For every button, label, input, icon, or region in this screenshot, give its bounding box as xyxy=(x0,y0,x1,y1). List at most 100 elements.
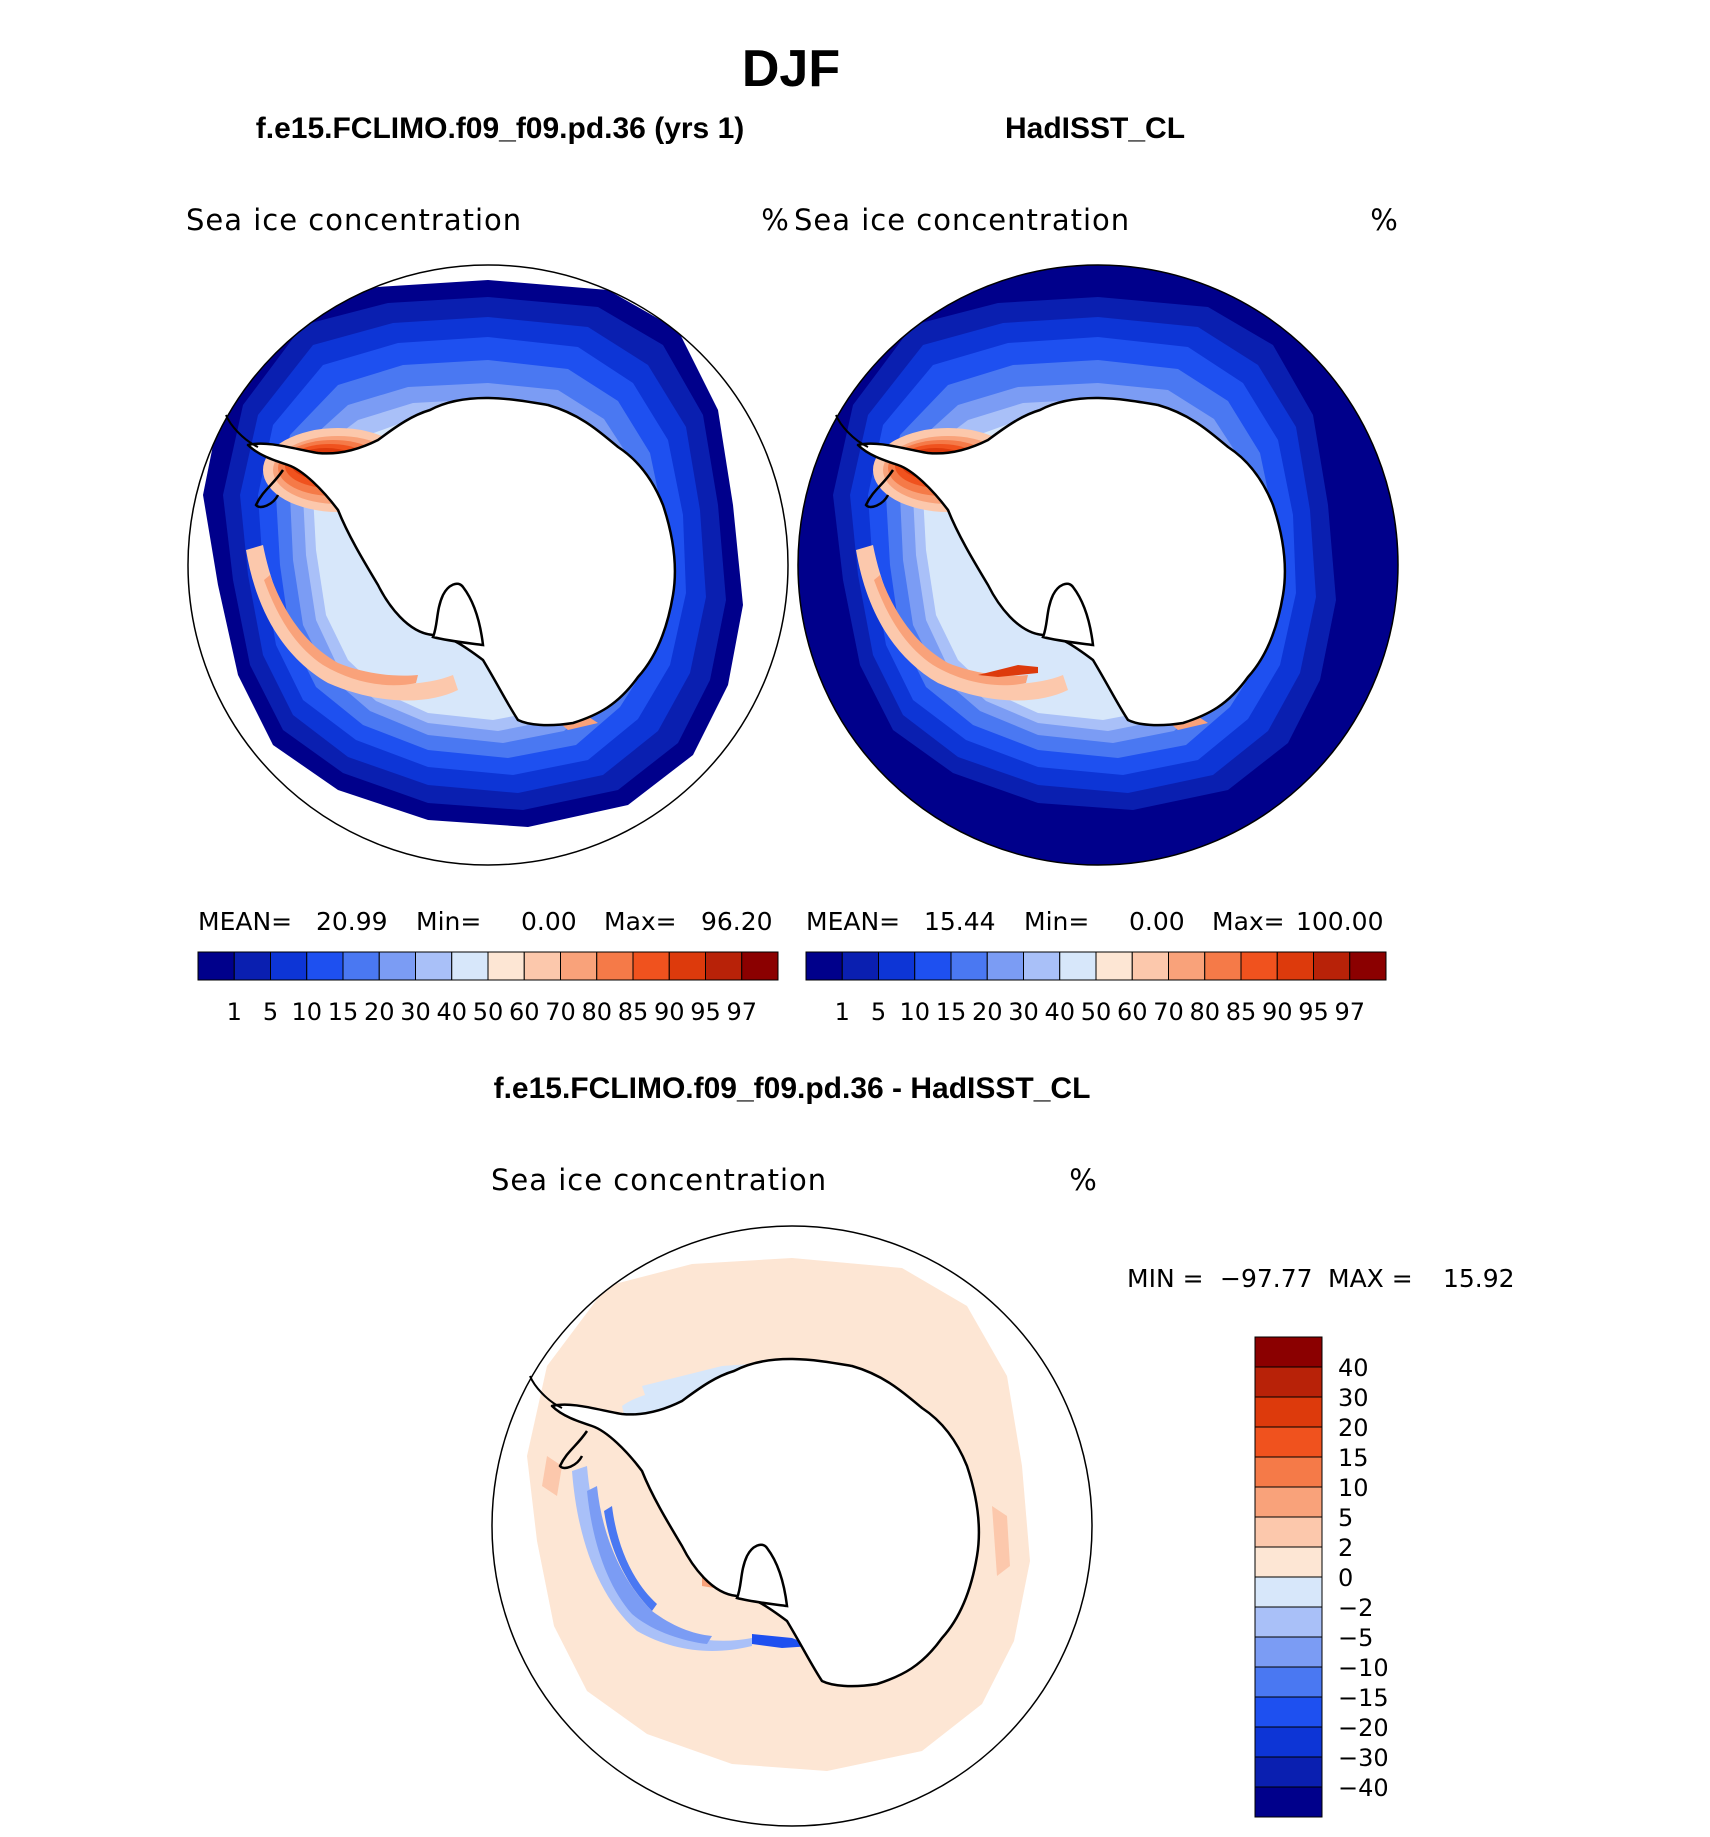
obs-colorbar-box xyxy=(1168,951,1206,981)
season-title: DJF xyxy=(742,40,840,98)
model-units-label: % xyxy=(761,203,789,237)
model-mean-value: 20.99 xyxy=(316,907,388,936)
obs-units-label: % xyxy=(1370,203,1398,237)
model-colorbar-tick-label: 95 xyxy=(690,998,721,1026)
diff-colorbar-box xyxy=(1254,1396,1323,1428)
model-colorbar-box xyxy=(270,951,308,981)
obs-colorbar-tick-label: 10 xyxy=(899,998,930,1026)
model-colorbar-box xyxy=(596,951,634,981)
diff-colorbar-tick-label: −20 xyxy=(1338,1714,1389,1742)
model-min-label: Min= xyxy=(416,907,481,936)
model-min-value: 0.00 xyxy=(521,907,577,936)
diff-colorbar-tick-label: 20 xyxy=(1338,1414,1369,1442)
model-colorbar-box xyxy=(487,951,525,981)
obs-colorbar-tick-label: 1 xyxy=(835,998,850,1026)
diff-colorbar-box xyxy=(1254,1666,1323,1698)
diff-colorbar-tick-label: −15 xyxy=(1338,1684,1389,1712)
obs-colorbar-tick-label: 90 xyxy=(1262,998,1293,1026)
obs-colorbar-tick-label: 50 xyxy=(1081,998,1112,1026)
obs-colorbar-box xyxy=(950,951,988,981)
obs-colorbar: 1 5 10 15 20 30 40 50 60 70 80 85 90 95 97 xyxy=(805,951,1387,1026)
diff-colorbar-tick-label: −10 xyxy=(1338,1654,1389,1682)
diff-colorbar-box xyxy=(1254,1726,1323,1758)
obs-colorbar-box xyxy=(1023,951,1061,981)
obs-colorbar-tick-label: 97 xyxy=(1334,998,1365,1026)
obs-colorbar-tick-label: 70 xyxy=(1153,998,1184,1026)
model-max-value: 96.20 xyxy=(701,907,773,936)
model-colorbar-box xyxy=(233,951,271,981)
diff-colorbar-box xyxy=(1254,1636,1323,1668)
diff-colorbar-tick-label: 0 xyxy=(1338,1564,1353,1592)
diff-colorbar-tick-label: 5 xyxy=(1338,1504,1353,1532)
model-colorbar-box xyxy=(306,951,344,981)
obs-colorbar-box xyxy=(1349,951,1387,981)
model-stats: MEAN= 20.99 Min= 0.00 Max= 96.20 xyxy=(198,907,773,936)
model-colorbar-tick-label: 90 xyxy=(654,998,685,1026)
diff-units-label: % xyxy=(1069,1163,1097,1197)
obs-colorbar-tick-label: 20 xyxy=(972,998,1003,1026)
model-colorbar-tick-label: 80 xyxy=(581,998,612,1026)
model-colorbar-tick-label: 1 xyxy=(227,998,242,1026)
diff-panel-title: f.e15.FCLIMO.f09_f09.pd.36 - HadISST_CL xyxy=(494,1072,1091,1105)
diff-map-border xyxy=(491,1225,1093,1827)
obs-max-value: 100.00 xyxy=(1296,907,1383,936)
model-colorbar-box xyxy=(197,951,235,981)
diff-colorbar-box xyxy=(1254,1336,1323,1368)
obs-colorbar-tick-label: 40 xyxy=(1044,998,1075,1026)
diff-colorbar-box xyxy=(1254,1606,1323,1638)
model-colorbar-tick-label: 70 xyxy=(545,998,576,1026)
diff-colorbar-box xyxy=(1254,1756,1323,1788)
model-colorbar-box xyxy=(668,951,706,981)
obs-stats: MEAN= 15.44 Min= 0.00 Max= 100.00 xyxy=(806,907,1383,936)
diff-colorbar-tick-label: 30 xyxy=(1338,1384,1369,1412)
model-colorbar-tick-label: 40 xyxy=(436,998,467,1026)
diff-polar-map xyxy=(491,1225,1093,1827)
diff-colorbar-tick-label: −40 xyxy=(1338,1774,1389,1802)
diff-colorbar-box xyxy=(1254,1486,1323,1518)
model-colorbar-box xyxy=(415,951,453,981)
diff-colorbar-tick-label: −2 xyxy=(1338,1594,1373,1622)
diff-colorbar-box xyxy=(1254,1786,1323,1818)
model-colorbar-box xyxy=(560,951,598,981)
model-colorbar-tick-label: 5 xyxy=(263,998,278,1026)
model-colorbar-box xyxy=(632,951,670,981)
model-colorbar-box xyxy=(378,951,416,981)
diff-colorbar-box xyxy=(1254,1576,1323,1608)
model-colorbar: 1 5 10 15 20 30 40 50 60 70 80 85 90 95 97 xyxy=(197,951,779,1026)
diff-min-label: MIN = xyxy=(1127,1264,1204,1293)
obs-colorbar-box xyxy=(1204,951,1242,981)
model-colorbar-tick-label: 10 xyxy=(291,998,322,1026)
diff-colorbar-box xyxy=(1254,1426,1323,1458)
obs-colorbar-box xyxy=(1276,951,1314,981)
obs-colorbar-box xyxy=(1095,951,1133,981)
diff-colorbar-tick-label: 40 xyxy=(1338,1354,1369,1382)
obs-colorbar-tick-label: 5 xyxy=(871,998,886,1026)
model-max-label: Max= xyxy=(604,907,677,936)
model-colorbar-box xyxy=(342,951,380,981)
obs-colorbar-box xyxy=(986,951,1024,981)
diff-colorbar-tick-label: 15 xyxy=(1338,1444,1369,1472)
diff-colorbar-tick-label: 10 xyxy=(1338,1474,1369,1502)
model-polar-map xyxy=(187,264,789,866)
diff-colorbar-box xyxy=(1254,1456,1323,1488)
model-map-border xyxy=(187,264,789,866)
obs-mean-label: MEAN= xyxy=(806,907,900,936)
obs-polar-map xyxy=(797,264,1399,866)
obs-max-label: Max= xyxy=(1212,907,1285,936)
obs-map-border xyxy=(797,264,1399,866)
model-colorbar-tick-label: 85 xyxy=(618,998,649,1026)
obs-panel-title: HadISST_CL xyxy=(1005,112,1185,145)
obs-colorbar-tick-label: 30 xyxy=(1008,998,1039,1026)
diff-colorbar-box xyxy=(1254,1546,1323,1578)
obs-colorbar-tick-label: 60 xyxy=(1117,998,1148,1026)
diff-max-value: 15.92 xyxy=(1443,1264,1515,1293)
model-colorbar-tick-label: 97 xyxy=(726,998,757,1026)
model-colorbar-tick-label: 15 xyxy=(328,998,359,1026)
model-colorbar-tick-label: 30 xyxy=(400,998,431,1026)
diff-stats: MIN = −97.77 MAX = 15.92 xyxy=(1127,1264,1515,1293)
obs-colorbar-box xyxy=(878,951,916,981)
model-colorbar-box xyxy=(523,951,561,981)
obs-colorbar-tick-label: 85 xyxy=(1226,998,1257,1026)
